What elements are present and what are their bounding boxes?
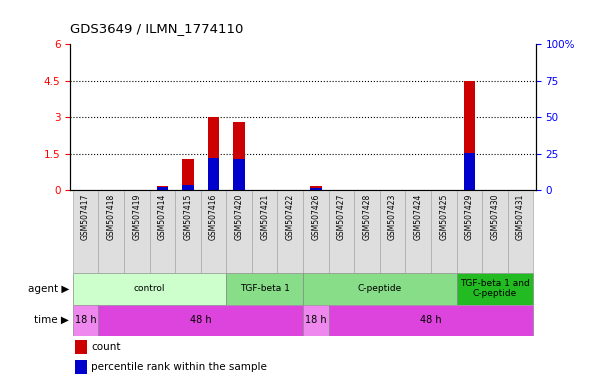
Text: TGF-beta 1 and
C-peptide: TGF-beta 1 and C-peptide: [460, 279, 530, 298]
Bar: [329, 305, 533, 336]
Bar: [182, 185, 194, 190]
Bar: [310, 187, 321, 190]
Bar: [354, 190, 380, 273]
Bar: [456, 273, 533, 305]
Bar: [98, 190, 124, 273]
Bar: [303, 305, 329, 336]
Text: GSM507429: GSM507429: [465, 194, 474, 240]
Text: percentile rank within the sample: percentile rank within the sample: [91, 362, 267, 372]
Bar: [98, 305, 303, 336]
Bar: [303, 273, 456, 305]
Text: GSM507427: GSM507427: [337, 194, 346, 240]
Bar: [182, 159, 194, 190]
Text: GSM507421: GSM507421: [260, 194, 269, 240]
Bar: [508, 190, 533, 273]
Bar: [464, 81, 475, 190]
Text: GSM507422: GSM507422: [286, 194, 295, 240]
Bar: [175, 190, 201, 273]
Bar: [464, 153, 475, 190]
Text: GSM507425: GSM507425: [439, 194, 448, 240]
Text: 18 h: 18 h: [75, 315, 97, 325]
Bar: [156, 185, 168, 190]
Text: GSM507419: GSM507419: [132, 194, 141, 240]
Bar: [482, 190, 508, 273]
Bar: [75, 360, 87, 374]
Bar: [150, 190, 175, 273]
Text: GSM507430: GSM507430: [491, 194, 499, 240]
Text: GDS3649 / ILMN_1774110: GDS3649 / ILMN_1774110: [70, 22, 244, 35]
Bar: [226, 273, 303, 305]
Bar: [73, 305, 98, 336]
Bar: [310, 185, 321, 190]
Text: GSM507414: GSM507414: [158, 194, 167, 240]
Bar: [156, 187, 168, 190]
Text: GSM507417: GSM507417: [81, 194, 90, 240]
Bar: [226, 190, 252, 273]
Bar: [75, 340, 87, 354]
Text: count: count: [91, 342, 121, 352]
Text: GSM507415: GSM507415: [183, 194, 192, 240]
Bar: [456, 190, 482, 273]
Bar: [233, 159, 245, 190]
Bar: [124, 190, 150, 273]
Text: GSM507420: GSM507420: [235, 194, 244, 240]
Bar: [252, 190, 277, 273]
Text: control: control: [134, 284, 166, 293]
Bar: [208, 157, 219, 190]
Text: C-peptide: C-peptide: [357, 284, 402, 293]
Text: agent ▶: agent ▶: [27, 284, 69, 294]
Bar: [405, 190, 431, 273]
Text: 18 h: 18 h: [305, 315, 327, 325]
Bar: [73, 273, 226, 305]
Bar: [329, 190, 354, 273]
Bar: [208, 118, 219, 190]
Bar: [380, 190, 405, 273]
Text: TGF-beta 1: TGF-beta 1: [240, 284, 290, 293]
Text: GSM507423: GSM507423: [388, 194, 397, 240]
Bar: [303, 190, 329, 273]
Bar: [201, 190, 226, 273]
Text: 48 h: 48 h: [190, 315, 211, 325]
Text: GSM507418: GSM507418: [107, 194, 115, 240]
Bar: [277, 190, 303, 273]
Text: GSM507431: GSM507431: [516, 194, 525, 240]
Text: 48 h: 48 h: [420, 315, 442, 325]
Text: GSM507428: GSM507428: [362, 194, 371, 240]
Bar: [73, 190, 98, 273]
Text: time ▶: time ▶: [34, 315, 69, 325]
Text: GSM507426: GSM507426: [312, 194, 320, 240]
Bar: [431, 190, 456, 273]
Text: GSM507424: GSM507424: [414, 194, 423, 240]
Text: GSM507416: GSM507416: [209, 194, 218, 240]
Bar: [233, 122, 245, 190]
